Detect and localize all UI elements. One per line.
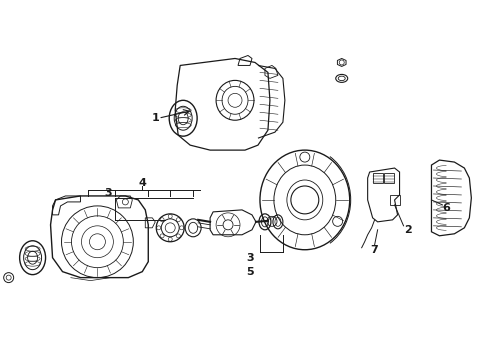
Text: 3: 3 [104,188,112,198]
Text: 6: 6 [442,203,450,213]
Text: 3: 3 [246,253,254,263]
Text: 2: 2 [404,225,412,235]
Text: 5: 5 [246,267,254,276]
Text: 7: 7 [370,245,377,255]
Text: 4: 4 [138,178,146,188]
Text: 1: 1 [151,113,159,123]
